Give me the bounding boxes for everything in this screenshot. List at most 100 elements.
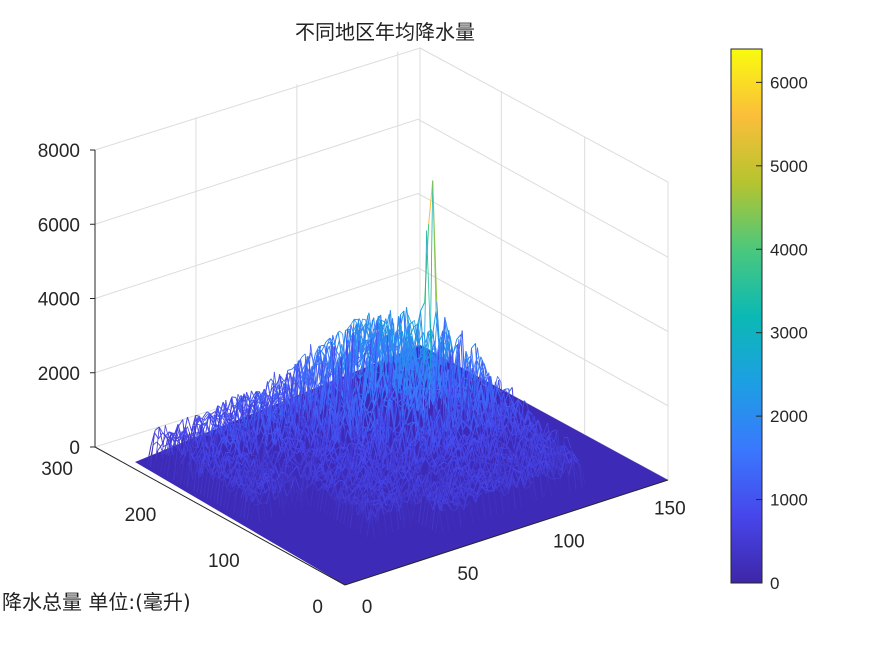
mesh-segment	[264, 487, 269, 494]
mesh-segment	[477, 373, 482, 388]
mesh-segment	[400, 477, 405, 480]
mesh-segment	[520, 425, 526, 434]
mesh-segment	[416, 375, 421, 398]
mesh-segment	[451, 475, 456, 486]
mesh-segment	[466, 357, 471, 369]
mesh-segment	[376, 515, 381, 536]
mesh-segment	[241, 456, 247, 466]
mesh-segment	[393, 470, 398, 472]
mesh-segment	[433, 443, 438, 453]
mesh-segment	[456, 487, 462, 506]
mesh-segment	[337, 487, 342, 498]
mesh-segment	[284, 425, 290, 429]
mesh-segment	[379, 372, 384, 446]
mesh-segment	[219, 475, 225, 506]
mesh-segment	[416, 438, 421, 442]
mesh-segment	[487, 376, 492, 405]
mesh-segment	[383, 372, 388, 396]
mesh-segment	[298, 356, 303, 363]
mesh-segment	[430, 453, 435, 470]
mesh-segment	[300, 454, 305, 465]
mesh-segment	[377, 401, 382, 455]
mesh-segment	[341, 465, 347, 472]
mesh-segment	[226, 447, 232, 455]
mesh-segment	[440, 341, 445, 433]
mesh-segment	[244, 464, 250, 473]
mesh-segment	[543, 448, 547, 451]
mesh-segment	[303, 480, 308, 494]
mesh-segment	[287, 385, 292, 414]
mesh-segment	[229, 496, 235, 512]
mesh-segment	[385, 478, 390, 485]
mesh-segment	[155, 426, 160, 460]
mesh-segment	[422, 408, 427, 432]
mesh-segment	[403, 410, 408, 466]
mesh-segment	[463, 366, 468, 373]
mesh-segment	[271, 464, 276, 475]
mesh-segment	[365, 408, 370, 413]
mesh-segment	[464, 478, 469, 488]
mesh-segment	[235, 434, 240, 454]
mesh-segment	[580, 466, 586, 484]
mesh-segment	[469, 415, 475, 429]
mesh-segment	[441, 423, 446, 451]
mesh-segment	[500, 472, 505, 477]
mesh-segment	[485, 372, 490, 386]
mesh-segment	[229, 490, 234, 493]
mesh-segment	[226, 487, 231, 493]
mesh-segment	[422, 458, 427, 464]
mesh-segment	[435, 413, 441, 424]
mesh-segment	[241, 423, 246, 428]
mesh-segment	[388, 504, 393, 532]
mesh-segment	[284, 427, 289, 443]
mesh-segment	[240, 468, 245, 472]
mesh-segment	[412, 321, 417, 341]
mesh-segment	[349, 496, 354, 498]
mesh-segment	[488, 470, 493, 475]
chart-title: 不同地区年均降水量	[295, 20, 475, 44]
mesh-segment	[396, 485, 402, 521]
mesh-segment	[369, 474, 375, 493]
mesh-segment	[295, 365, 300, 372]
mesh-segment	[175, 440, 180, 447]
mesh-segment	[542, 437, 547, 460]
mesh-segment	[196, 462, 202, 493]
mesh-segment	[362, 326, 367, 347]
mesh-segment	[223, 486, 229, 508]
mesh-segment	[292, 448, 297, 458]
mesh-segment	[407, 421, 413, 425]
mesh-segment	[302, 456, 307, 462]
mesh-segment	[478, 414, 483, 465]
mesh-segment	[368, 409, 373, 413]
mesh-segment	[314, 350, 319, 365]
mesh-segment	[481, 436, 487, 448]
mesh-segment	[505, 411, 510, 423]
mesh-segment	[362, 318, 366, 321]
mesh-segment	[491, 426, 496, 440]
mesh-segment	[432, 180, 437, 312]
mesh-segment	[342, 480, 347, 490]
mesh-segment	[514, 442, 519, 456]
mesh-segment	[545, 447, 550, 460]
mesh-segment	[390, 326, 395, 338]
mesh-segment	[439, 509, 444, 533]
mesh-segment	[357, 319, 363, 353]
mesh-segment	[253, 470, 258, 477]
mesh-segment	[300, 364, 306, 374]
mesh-segment	[441, 488, 447, 497]
mesh-segment	[207, 414, 212, 446]
mesh-segment	[459, 483, 464, 498]
mesh-segment	[411, 348, 416, 372]
mesh-segment	[468, 402, 473, 422]
mesh-segment	[267, 397, 272, 405]
mesh-segment	[323, 346, 328, 379]
mesh-segment	[515, 474, 521, 488]
mesh-segment	[284, 468, 289, 482]
mesh-segment	[303, 394, 307, 397]
mesh-segment	[286, 488, 292, 497]
mesh-segment	[488, 490, 493, 493]
mesh-segment	[510, 434, 515, 450]
mesh-segment	[337, 344, 343, 362]
mesh-segment	[392, 485, 398, 490]
mesh-segment	[438, 469, 443, 483]
